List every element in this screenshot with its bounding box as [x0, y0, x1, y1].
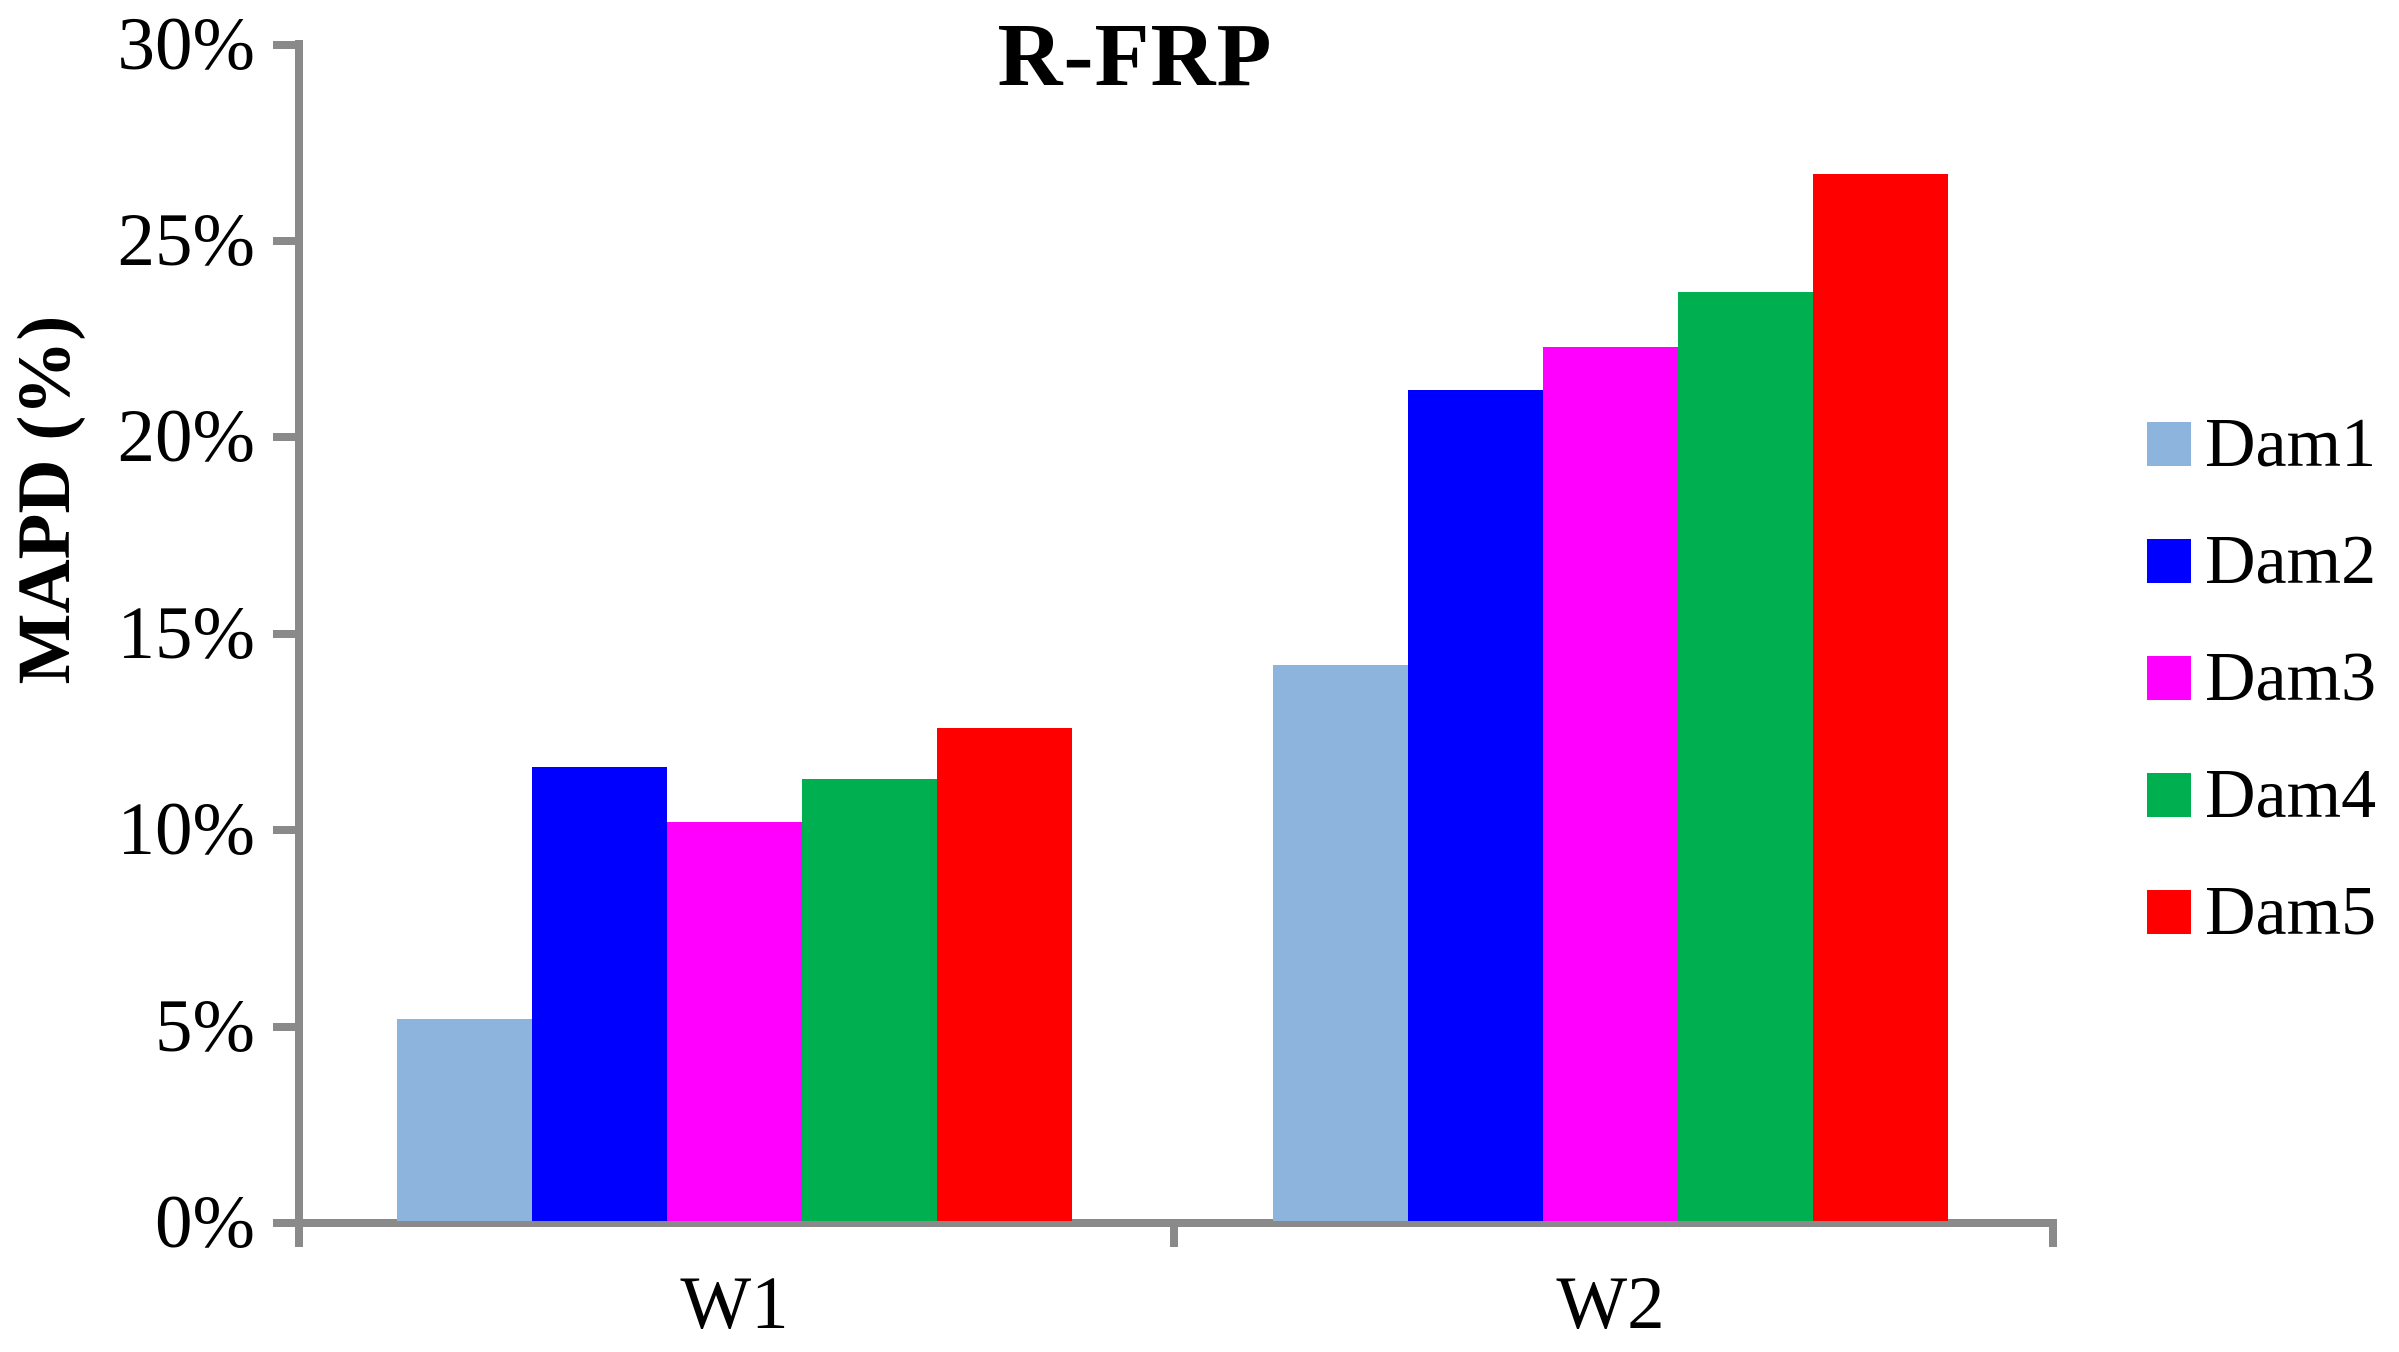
bar-W1-Dam2	[532, 767, 667, 1221]
legend-label: Dam3	[2205, 639, 2377, 716]
legend-item-Dam5: Dam5	[2147, 857, 2399, 967]
y-tick	[273, 433, 299, 442]
legend-label: Dam2	[2205, 522, 2377, 599]
bar-W1-Dam1	[397, 1018, 532, 1221]
y-axis-line	[295, 40, 303, 1247]
bar-W2-Dam3	[1543, 347, 1678, 1221]
legend-swatch-Dam4	[2147, 773, 2191, 817]
y-axis-title: MAPD (%)	[3, 315, 86, 685]
y-tick-label: 20%	[117, 395, 255, 479]
y-tick	[273, 826, 299, 835]
y-tick	[273, 1219, 299, 1227]
bar-W2-Dam5	[1813, 174, 1948, 1221]
x-category-label: W1	[680, 1262, 789, 1345]
y-tick	[273, 1022, 299, 1031]
y-tick-label: 30%	[117, 2, 255, 86]
legend-item-Dam1: Dam1	[2147, 389, 2399, 499]
legend-item-Dam2: Dam2	[2147, 506, 2399, 616]
x-tick	[1170, 1219, 1178, 1247]
y-tick-label: 5%	[155, 984, 255, 1068]
bar-W2-Dam2	[1408, 390, 1543, 1221]
legend-item-Dam4: Dam4	[2147, 740, 2399, 850]
legend-item-Dam3: Dam3	[2147, 623, 2399, 733]
y-tick	[273, 40, 299, 49]
legend-swatch-Dam1	[2147, 422, 2191, 466]
bar-W2-Dam1	[1273, 665, 1408, 1221]
y-tick-label: 10%	[117, 788, 255, 872]
y-tick-label: 0%	[155, 1181, 255, 1264]
x-category-label: W2	[1556, 1262, 1665, 1345]
x-tick	[2049, 1219, 2057, 1247]
legend-swatch-Dam3	[2147, 656, 2191, 700]
legend-label: Dam1	[2205, 405, 2377, 482]
y-tick-label: 25%	[117, 199, 255, 282]
y-tick	[273, 237, 299, 245]
bar-W1-Dam4	[802, 779, 937, 1221]
bar-W1-Dam3	[667, 822, 802, 1221]
chart-title: R-FRP	[997, 6, 1273, 105]
legend-swatch-Dam2	[2147, 539, 2191, 583]
bar-W1-Dam5	[937, 728, 1072, 1221]
legend-label: Dam4	[2205, 756, 2377, 833]
y-tick	[273, 629, 299, 638]
legend-swatch-Dam5	[2147, 890, 2191, 934]
legend-label: Dam5	[2205, 873, 2377, 950]
bar-W2-Dam4	[1678, 292, 1813, 1221]
y-tick-label: 15%	[117, 591, 255, 675]
